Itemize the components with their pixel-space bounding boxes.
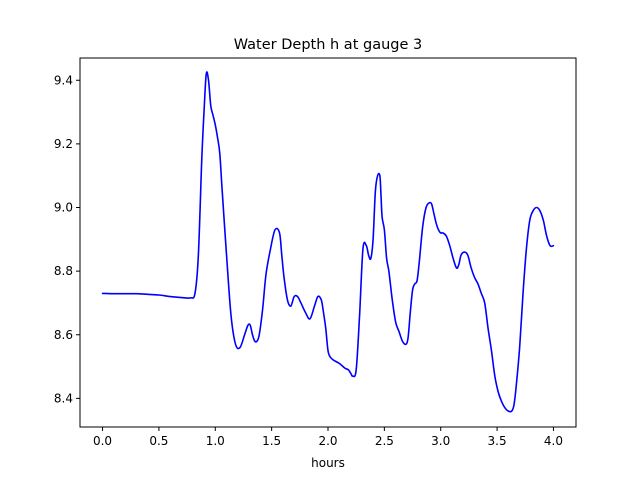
x-axis-label: hours [311,456,345,470]
x-tick-label: 1.5 [262,434,281,448]
x-tick-label: 3.5 [488,434,507,448]
y-axis-ticks: 8.4 8.6 8.8 9.0 9.2 9.4 [54,73,80,405]
y-tick-label: 9.2 [54,137,73,151]
y-tick-label: 9.0 [54,201,73,215]
x-tick-label: 3.0 [431,434,450,448]
x-tick-label: 0.5 [149,434,168,448]
x-tick-label: 2.0 [318,434,337,448]
x-tick-label: 1.0 [206,434,225,448]
plot-frame [79,57,577,428]
x-tick-label: 2.5 [375,434,394,448]
x-tick-label: 4.0 [544,434,563,448]
y-tick-label: 8.4 [54,391,73,405]
y-tick-label: 8.6 [54,328,73,342]
x-tick-label: 0.0 [93,434,112,448]
chart-title: Water Depth h at gauge 3 [234,37,422,53]
y-tick-label: 8.8 [54,264,73,278]
y-tick-label: 9.4 [54,73,73,87]
series-line [101,71,555,413]
x-axis-ticks: 0.0 0.5 1.0 1.5 2.0 2.5 3.0 3.5 4.0 [93,427,563,448]
